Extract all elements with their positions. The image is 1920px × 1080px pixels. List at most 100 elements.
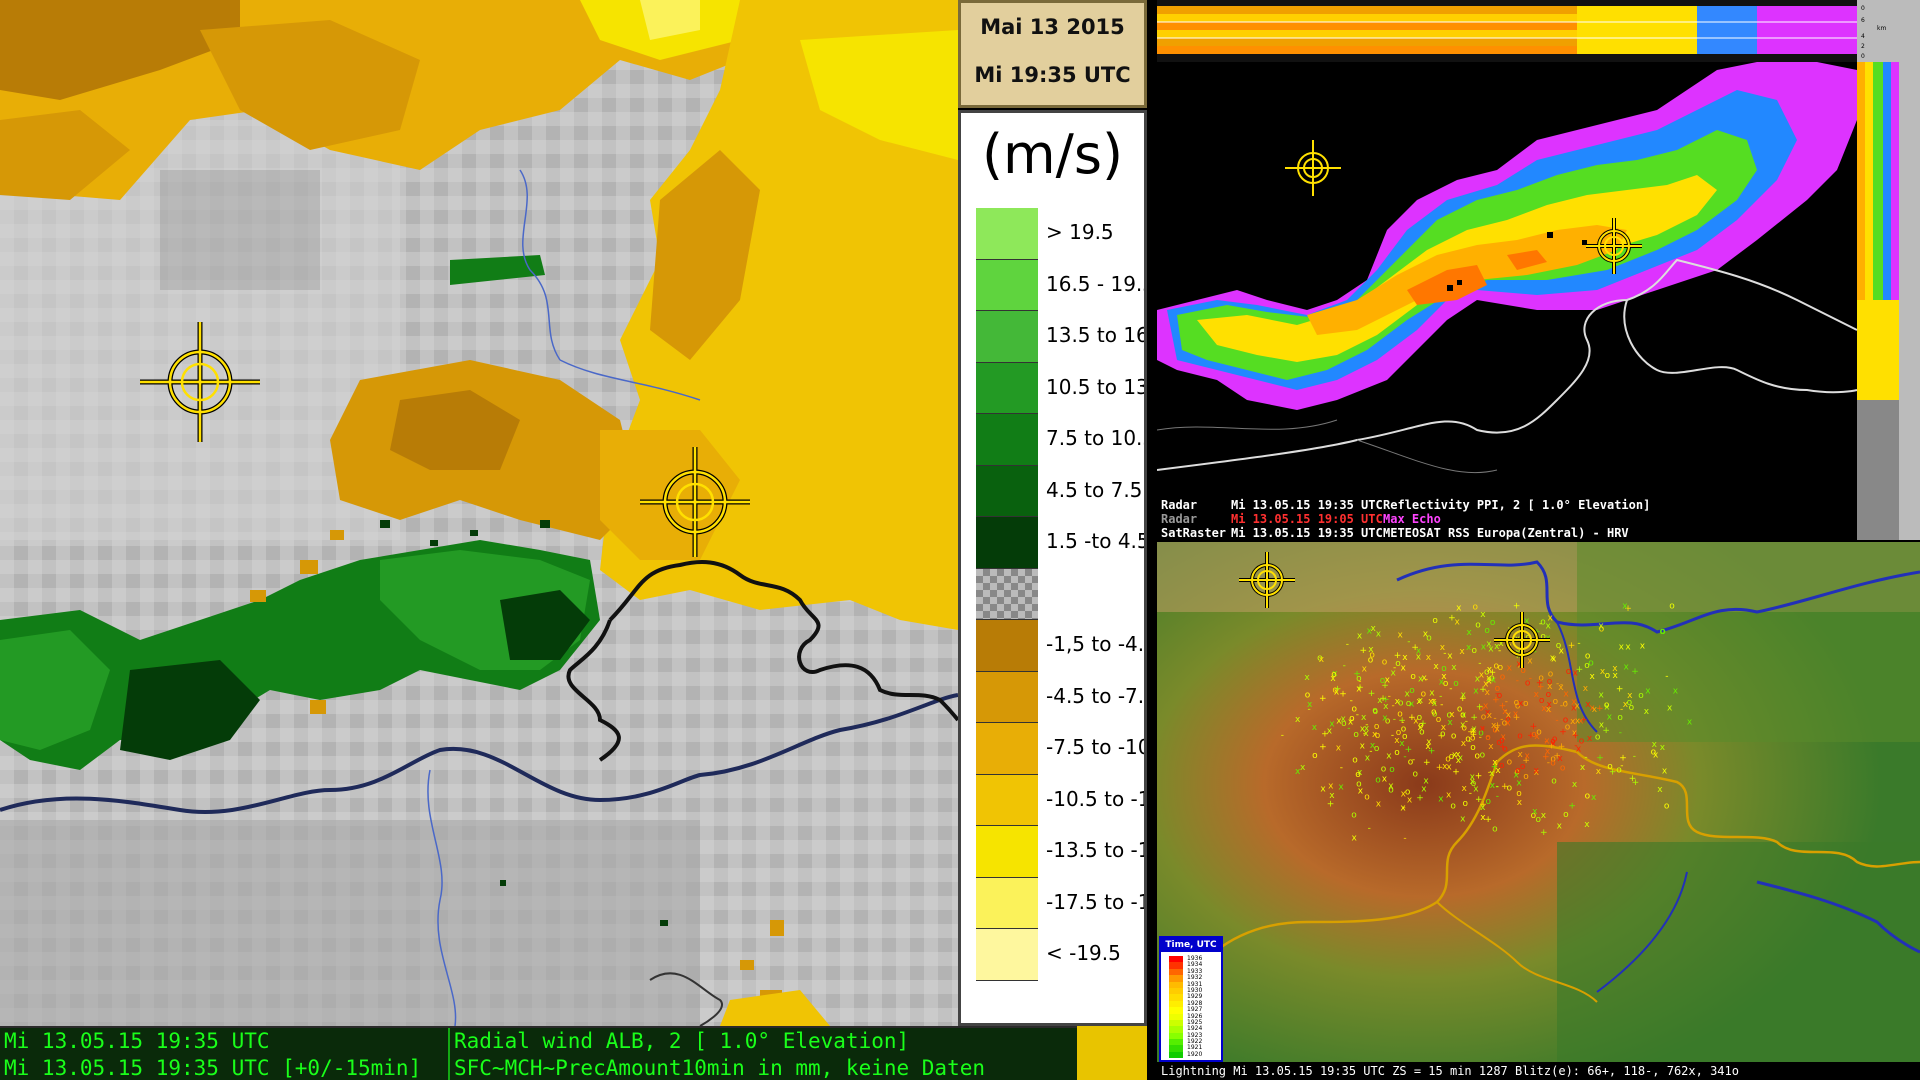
time-legend-label: 1925 (1187, 1018, 1203, 1026)
lightning-stroke-mark: x (1619, 643, 1625, 653)
lightning-stroke-mark: - (1547, 758, 1550, 768)
lightning-stroke-mark: o (1395, 659, 1401, 669)
lightning-stroke-mark: - (1412, 755, 1415, 765)
svg-text:0: 0 (1861, 53, 1865, 60)
date-box: Mai 13 2015 Mi 19:35 UTC (958, 0, 1147, 108)
lightning-stroke-mark: x (1599, 720, 1605, 730)
lightning-stroke-mark: x (1388, 782, 1394, 792)
time-legend-row: 1929 (1161, 993, 1221, 1001)
lightning-stroke-mark: x (1328, 781, 1334, 791)
lightning-stroke-mark: o (1418, 721, 1424, 731)
lightning-stroke-mark: - (1493, 713, 1496, 723)
lightning-stroke-mark: x (1548, 614, 1554, 624)
lightning-stroke-mark: x (1487, 711, 1493, 721)
lightning-stroke-mark: o (1540, 632, 1546, 642)
lightning-stroke-mark: - (1500, 715, 1503, 725)
lightning-stroke-mark: - (1465, 716, 1468, 726)
lightning-stroke-mark: o (1651, 747, 1657, 757)
lightning-stroke-mark: o (1502, 744, 1508, 754)
lightning-stroke-mark: x (1386, 751, 1392, 761)
lightning-stroke-mark: x (1506, 711, 1512, 721)
lightning-stroke-mark: x (1385, 675, 1391, 685)
radial-wind-map[interactable] (0, 0, 958, 1026)
lightning-stroke-mark: x (1599, 691, 1605, 701)
lightning-stroke-mark: o (1599, 624, 1605, 634)
legend-row: -13.5 to -17.5 (976, 826, 1144, 878)
lightning-stroke-mark: o (1507, 758, 1513, 768)
lightning-stroke-mark: x (1514, 771, 1520, 781)
lightning-stroke-mark: x (1532, 807, 1538, 817)
lightning-stroke-mark: - (1368, 823, 1371, 833)
lightning-stroke-mark: x (1485, 708, 1491, 718)
lightning-stroke-mark: - (1391, 731, 1394, 741)
lightning-stroke-mark: x (1422, 673, 1428, 683)
lightning-stroke-mark: x (1570, 717, 1576, 727)
lightning-stroke-mark: - (1534, 647, 1537, 657)
lightning-stroke-mark: - (1577, 639, 1580, 649)
svg-text:6: 6 (1861, 17, 1865, 24)
legend-label: 4.5 to 7.5 (1046, 477, 1143, 502)
legend-row: < -19.5 (976, 929, 1144, 981)
reflectivity-panel[interactable]: 0 6 km 4 2 0 Radar Mi 13.05.15 19:35 UTCReflec… (1157, 0, 1920, 540)
lightning-stroke-mark: x (1534, 766, 1540, 776)
lightning-stroke-mark: + (1492, 695, 1500, 705)
status-separator (448, 1028, 450, 1080)
lightning-stroke-mark: + (1568, 641, 1576, 651)
lightning-stroke-mark: x (1368, 645, 1374, 655)
lightning-stroke-mark: x (1456, 603, 1462, 613)
lightning-stroke-mark: x (1458, 754, 1464, 764)
lightning-stroke-mark: x (1541, 811, 1547, 821)
lightning-stroke-mark: o (1470, 743, 1476, 753)
lightning-stroke-mark: o (1563, 810, 1569, 820)
lightning-stroke-mark: x (1418, 723, 1424, 733)
lightning-stroke-mark: o (1481, 713, 1487, 723)
lightning-stroke-mark: + (1327, 800, 1335, 810)
lightning-stroke-mark: x (1479, 670, 1485, 680)
lightning-stroke-mark: o (1499, 736, 1505, 746)
legend-swatch (976, 208, 1038, 260)
lightning-stroke-mark: x (1613, 671, 1619, 681)
lightning-stroke-mark: o (1492, 725, 1498, 735)
lightning-panel[interactable]: o + o - o o x o o x + x - x - - + x x o x x x - - x x x x + x + o x x x o o o x… (1157, 542, 1920, 1080)
lightning-stroke-mark: x (1471, 725, 1477, 735)
lightning-stroke-mark: x (1329, 720, 1335, 730)
lightning-stroke-mark: - (1358, 677, 1361, 687)
lightning-stroke-mark: o (1520, 762, 1526, 772)
legend-row: -17.5 to -19.5 (976, 877, 1144, 929)
lightning-stroke-mark: x (1576, 744, 1582, 754)
lightning-stroke-mark: x (1459, 647, 1465, 657)
lightning-stroke-mark: o (1462, 724, 1468, 734)
legend-swatch (976, 465, 1038, 517)
lightning-stroke-mark: + (1624, 604, 1632, 614)
lightning-stroke-mark: x (1413, 717, 1419, 727)
lightning-stroke-mark: x (1372, 730, 1378, 740)
lightning-stroke-mark: - (1529, 674, 1532, 684)
lightning-stroke-mark: o (1552, 735, 1558, 745)
lightning-stroke-mark: - (1633, 752, 1636, 762)
time-legend-swatch (1169, 981, 1183, 988)
lightning-stroke-mark: + (1379, 694, 1387, 704)
lightning-stroke-mark: x (1596, 767, 1602, 777)
crosshair-icon (1494, 612, 1550, 668)
lightning-stroke-mark: + (1321, 729, 1329, 739)
info-time: Mi 13.05.15 19:35 UTC (1231, 498, 1383, 512)
lightning-stroke-mark: + (1419, 719, 1427, 729)
lightning-stroke-mark: x (1524, 617, 1530, 627)
lightning-stroke-mark: o (1536, 815, 1542, 825)
lightning-stroke-mark: - (1560, 680, 1563, 690)
lightning-stroke-mark: x (1312, 723, 1318, 733)
lightning-stroke-mark: o (1500, 673, 1506, 683)
time-legend-swatch (1169, 1007, 1183, 1014)
lightning-stroke-mark: o (1388, 785, 1394, 795)
lightning-stroke-mark: x (1660, 743, 1666, 753)
lightning-stroke-mark: o (1380, 676, 1386, 686)
time-legend-row: 1923 (1161, 1032, 1221, 1040)
lightning-stroke-mark: o (1585, 792, 1591, 802)
lightning-stroke-mark: + (1609, 768, 1617, 778)
time-legend-label: 1932 (1187, 974, 1203, 982)
lightning-stroke-mark: - (1619, 728, 1622, 738)
lightning-stroke-mark: x (1607, 713, 1613, 723)
lightning-stroke-mark: + (1405, 745, 1413, 755)
lightning-stroke-mark: - (1350, 696, 1353, 706)
lightning-stroke-mark: x (1470, 772, 1476, 782)
